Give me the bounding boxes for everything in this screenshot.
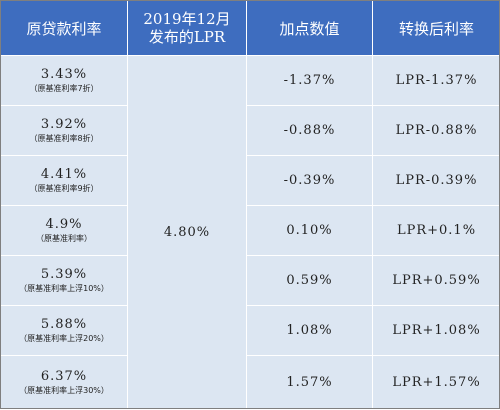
rate-value: 6.37% bbox=[1, 369, 127, 385]
rate-value: 3.43% bbox=[1, 67, 127, 83]
table-row: 4.41% （原基准利率9折） -0.39% LPR-0.39% bbox=[1, 156, 500, 206]
rate-note: （原基准利率上浮10%） bbox=[1, 283, 127, 295]
point-value-cell: -1.37% bbox=[247, 56, 373, 106]
converted-rate-cell: LPR+0.1% bbox=[373, 206, 500, 256]
lpr-value-cell: 4.80% bbox=[128, 56, 247, 410]
original-rate-cell: 6.37% （原基准利率上浮30%） bbox=[1, 356, 128, 410]
point-value-cell: -0.39% bbox=[247, 156, 373, 206]
converted-rate-cell: LPR-0.88% bbox=[373, 106, 500, 156]
header-lpr-line2: 发布的LPR bbox=[149, 28, 225, 46]
original-rate-cell: 5.39% （原基准利率上浮10%） bbox=[1, 256, 128, 306]
table-row: 5.88% （原基准利率上浮20%） 1.08% LPR+1.08% bbox=[1, 306, 500, 356]
point-value-cell: 1.08% bbox=[247, 306, 373, 356]
original-rate-cell: 3.92% （原基准利率8折） bbox=[1, 106, 128, 156]
original-rate-cell: 3.43% （原基准利率7折） bbox=[1, 56, 128, 106]
converted-rate-cell: LPR+1.57% bbox=[373, 356, 500, 410]
point-value-cell: 1.57% bbox=[247, 356, 373, 410]
original-rate-cell: 4.41% （原基准利率9折） bbox=[1, 156, 128, 206]
rate-note: （原基准利率上浮20%） bbox=[1, 333, 127, 345]
original-rate-cell: 5.88% （原基准利率上浮20%） bbox=[1, 306, 128, 356]
table-row: 3.92% （原基准利率8折） -0.88% LPR-0.88% bbox=[1, 106, 500, 156]
rate-note: （原基准利率9折） bbox=[1, 183, 127, 195]
rate-note: （原基准利率8折） bbox=[1, 133, 127, 145]
table-row: 5.39% （原基准利率上浮10%） 0.59% LPR+0.59% bbox=[1, 256, 500, 306]
table-header: 原贷款利率 2019年12月 发布的LPR 加点数值 转换后利率 bbox=[1, 1, 500, 56]
converted-rate-cell: LPR-1.37% bbox=[373, 56, 500, 106]
rate-value: 4.41% bbox=[1, 167, 127, 183]
rate-note: （原基准利率上浮30%） bbox=[1, 385, 127, 397]
point-value-cell: -0.88% bbox=[247, 106, 373, 156]
table-row: 3.43% （原基准利率7折） 4.80% -1.37% LPR-1.37% bbox=[1, 56, 500, 106]
original-rate-cell: 4.9% （原基准利率） bbox=[1, 206, 128, 256]
header-original-rate: 原贷款利率 bbox=[1, 1, 128, 56]
converted-rate-cell: LPR+0.59% bbox=[373, 256, 500, 306]
table-body: 3.43% （原基准利率7折） 4.80% -1.37% LPR-1.37% 3… bbox=[1, 56, 500, 410]
rate-value: 3.92% bbox=[1, 117, 127, 133]
rate-note: （原基准利率） bbox=[1, 233, 127, 245]
header-point-value: 加点数值 bbox=[247, 1, 373, 56]
header-lpr-line1: 2019年12月 bbox=[143, 10, 230, 28]
point-value-cell: 0.59% bbox=[247, 256, 373, 306]
converted-rate-cell: LPR-0.39% bbox=[373, 156, 500, 206]
table-row: 6.37% （原基准利率上浮30%） 1.57% LPR+1.57% bbox=[1, 356, 500, 410]
header-lpr: 2019年12月 发布的LPR bbox=[128, 1, 247, 56]
point-value-cell: 0.10% bbox=[247, 206, 373, 256]
converted-rate-cell: LPR+1.08% bbox=[373, 306, 500, 356]
rate-value: 4.9% bbox=[1, 217, 127, 233]
rate-value: 5.39% bbox=[1, 267, 127, 283]
rate-value: 5.88% bbox=[1, 317, 127, 333]
rate-note: （原基准利率7折） bbox=[1, 83, 127, 95]
table-row: 4.9% （原基准利率） 0.10% LPR+0.1% bbox=[1, 206, 500, 256]
header-converted-rate: 转换后利率 bbox=[373, 1, 500, 56]
